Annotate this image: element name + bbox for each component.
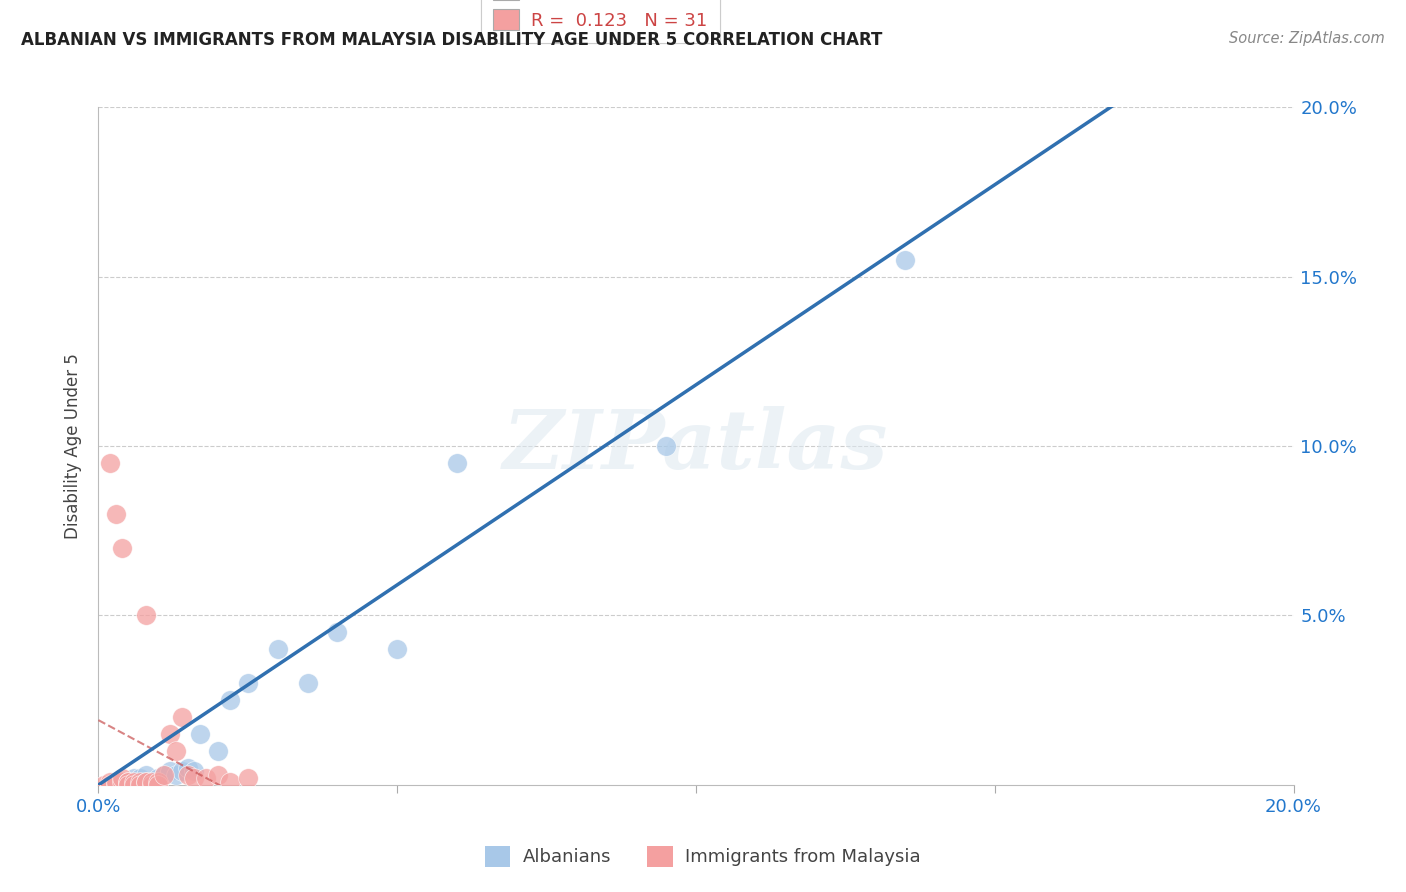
Point: [183, 764, 205, 779]
Point: [111, 774, 134, 789]
Point: [117, 774, 139, 789]
Point: [183, 771, 205, 785]
Y-axis label: Disability Age Under 5: Disability Age Under 5: [65, 353, 83, 539]
Text: ZIPatlas: ZIPatlas: [503, 406, 889, 486]
Point: [326, 625, 349, 640]
Point: [141, 774, 163, 789]
Point: [117, 778, 139, 792]
Point: [172, 710, 194, 724]
Point: [267, 642, 290, 657]
Point: [105, 774, 128, 789]
Point: [141, 774, 163, 789]
Text: Source: ZipAtlas.com: Source: ZipAtlas.com: [1229, 31, 1385, 46]
Point: [159, 727, 181, 741]
Point: [98, 456, 122, 470]
Point: [195, 771, 218, 785]
Point: [98, 778, 122, 792]
Point: [385, 642, 409, 657]
Point: [177, 761, 200, 775]
Point: [111, 771, 134, 785]
Point: [207, 744, 229, 758]
Point: [111, 541, 134, 555]
Point: [148, 778, 170, 792]
Point: [153, 768, 176, 782]
Text: ALBANIAN VS IMMIGRANTS FROM MALAYSIA DISABILITY AGE UNDER 5 CORRELATION CHART: ALBANIAN VS IMMIGRANTS FROM MALAYSIA DIS…: [21, 31, 883, 49]
Point: [135, 774, 157, 789]
Point: [172, 764, 194, 779]
Point: [236, 676, 259, 690]
Point: [93, 778, 115, 792]
Point: [105, 507, 128, 521]
Point: [111, 774, 134, 789]
Point: [236, 771, 259, 785]
Point: [159, 764, 181, 779]
Point: [129, 778, 152, 792]
Point: [135, 768, 157, 782]
Point: [135, 774, 157, 789]
Point: [148, 771, 170, 785]
Point: [165, 744, 187, 758]
Point: [141, 778, 163, 792]
Point: [124, 774, 146, 789]
Point: [153, 768, 176, 782]
Point: [105, 774, 128, 789]
Point: [124, 778, 146, 792]
Point: [98, 774, 122, 789]
Point: [446, 456, 468, 470]
Point: [655, 439, 678, 453]
Point: [117, 774, 139, 789]
Point: [207, 768, 229, 782]
Point: [219, 774, 242, 789]
Point: [105, 778, 128, 792]
Point: [894, 252, 917, 267]
Point: [219, 693, 242, 707]
Point: [129, 771, 152, 785]
Point: [117, 774, 139, 789]
Point: [188, 727, 211, 741]
Point: [135, 608, 157, 623]
Point: [148, 774, 170, 789]
Legend: R = 0.905   N = 26, R =  0.123   N = 31: R = 0.905 N = 26, R = 0.123 N = 31: [481, 0, 720, 43]
Point: [165, 768, 187, 782]
Legend: Albanians, Immigrants from Malaysia: Albanians, Immigrants from Malaysia: [478, 838, 928, 874]
Point: [177, 768, 200, 782]
Point: [297, 676, 319, 690]
Point: [129, 774, 152, 789]
Point: [98, 778, 122, 792]
Point: [124, 771, 146, 785]
